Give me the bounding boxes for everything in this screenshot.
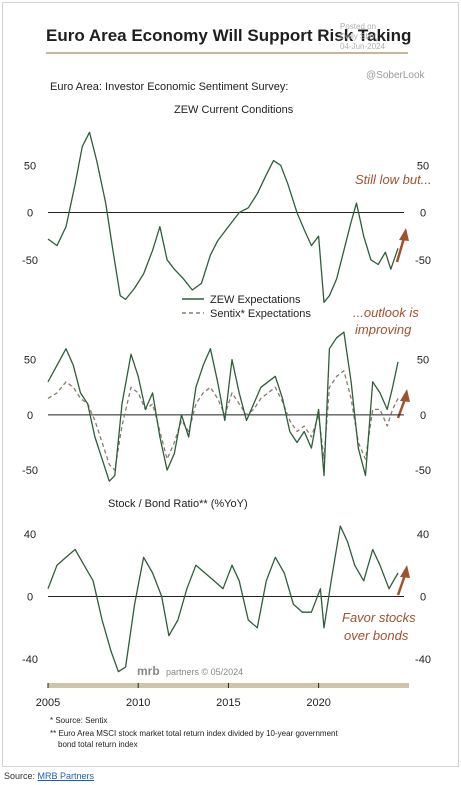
x-tick-label: 2005 bbox=[36, 697, 60, 709]
panel2-series-primary bbox=[47, 331, 399, 482]
panel3-series-primary bbox=[47, 525, 399, 673]
watermark-handle: @SoberLook bbox=[366, 70, 425, 81]
annotation-still-low: Still low but... bbox=[355, 172, 432, 187]
watermark: Posted on Daily Shot 04-Jun-2024 bbox=[340, 22, 385, 52]
annotation-improving: improving bbox=[355, 322, 412, 337]
legend: ZEW Expectations Sentix* Expectations bbox=[182, 294, 311, 320]
panel3-ytick-right: 0 bbox=[420, 592, 426, 604]
brand-mrb: mrb bbox=[137, 664, 160, 678]
footnote-source: * Source: Sentix bbox=[50, 716, 107, 725]
panel2-ytick-left: 50 bbox=[24, 355, 36, 367]
annotation-favor-stocks: Favor stocks bbox=[342, 610, 416, 625]
annotation-over-bonds: over bonds bbox=[344, 628, 409, 643]
source-line: Source: MRB Partners bbox=[4, 771, 94, 781]
watermark-posted: Posted on bbox=[340, 22, 377, 31]
panel3-ytick-left: -40 bbox=[22, 654, 38, 666]
panel1-ytick-left: -50 bbox=[22, 255, 38, 267]
panel1-series-primary bbox=[47, 131, 399, 303]
footnote-ratio-line1: ** Euro Area MSCI stock market total ret… bbox=[50, 729, 338, 738]
x-tick-label: 2020 bbox=[306, 697, 330, 709]
panel1-ytick-right: -50 bbox=[415, 255, 431, 267]
panel2-ytick-right: 50 bbox=[417, 355, 429, 367]
source-label: Source: bbox=[4, 771, 38, 781]
panel1-ytick-right: 0 bbox=[420, 208, 426, 220]
arrow-icon-panel1 bbox=[395, 228, 409, 263]
panel2-ytick-right: -50 bbox=[415, 465, 431, 477]
panel2-ytick-left: -50 bbox=[22, 465, 38, 477]
title-underline bbox=[46, 52, 408, 54]
panel2-series-secondary bbox=[47, 370, 399, 471]
panel1-ytick-left: 0 bbox=[27, 208, 33, 220]
panel3-ytick-left: 40 bbox=[24, 529, 36, 541]
legend-label-sentix: Sentix* Expectations bbox=[210, 308, 311, 320]
brand-partners: partners © 05/2024 bbox=[166, 667, 243, 677]
legend-label-zew: ZEW Expectations bbox=[210, 294, 301, 306]
panel1-subtitle: ZEW Current Conditions bbox=[174, 104, 294, 116]
panel3-title: Stock / Bond Ratio** (%YoY) bbox=[108, 498, 248, 510]
panel1-ytick-right: 50 bbox=[417, 160, 429, 172]
annotation-outlook: ...outlook is bbox=[353, 305, 419, 320]
panel3-ytick-left: 0 bbox=[27, 592, 33, 604]
panel3-ytick-right: -40 bbox=[415, 654, 431, 666]
panel3-ytick-right: 40 bbox=[417, 529, 429, 541]
x-tick-label: 2010 bbox=[126, 697, 150, 709]
arrow-icon-panel3 bbox=[396, 565, 410, 596]
footnote-ratio-line2: bond total return index bbox=[58, 740, 138, 749]
watermark-date: 04-Jun-2024 bbox=[340, 42, 385, 51]
panel1-ytick-left: 50 bbox=[24, 160, 36, 172]
source-link[interactable]: MRB Partners bbox=[37, 771, 95, 781]
panel2-ytick-left: 0 bbox=[27, 410, 33, 422]
panel2-ytick-right: 0 bbox=[420, 410, 426, 422]
x-tick-label: 2015 bbox=[216, 697, 240, 709]
panel1-title: Euro Area: Investor Economic Sentiment S… bbox=[50, 81, 288, 93]
arrow-icon-panel2 bbox=[396, 389, 410, 419]
chart-canvas: Euro Area: Investor Economic Sentiment S… bbox=[22, 81, 432, 749]
page-title: Euro Area Economy Will Support Risk Taki… bbox=[46, 26, 412, 45]
watermark-site: Daily Shot bbox=[340, 32, 377, 41]
